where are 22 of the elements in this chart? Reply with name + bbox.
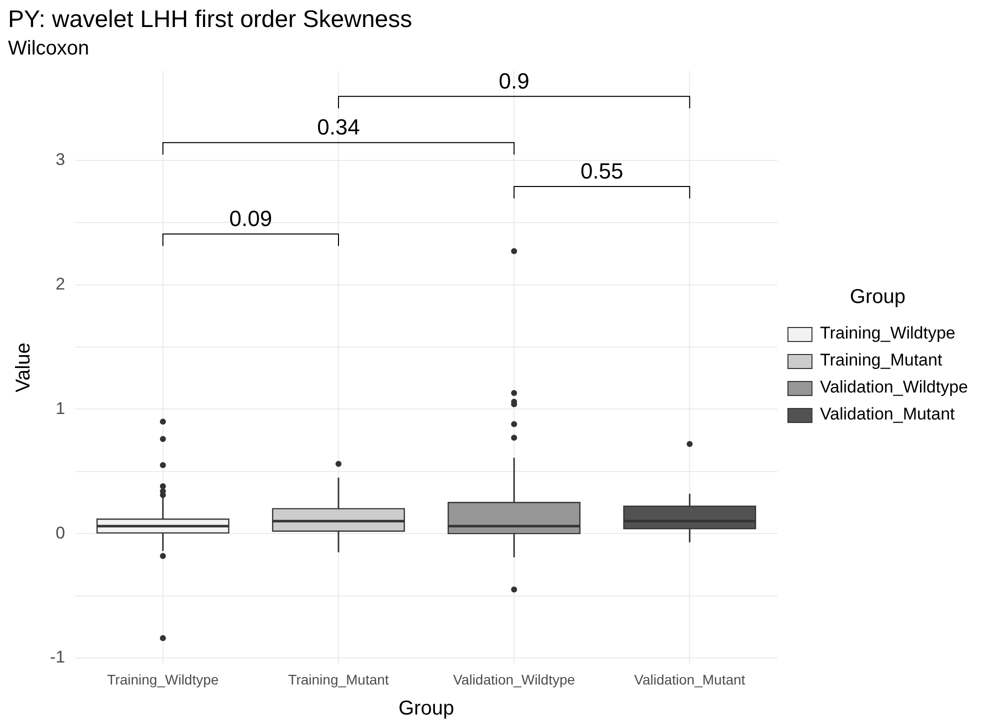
y-axis-title: Value	[12, 342, 35, 392]
annotation: 0.34	[317, 114, 360, 140]
legend-label: Validation_Wildtype	[820, 378, 968, 397]
legend-title: Group	[850, 286, 906, 308]
x-axis-title: Group	[398, 698, 454, 720]
y-tick-label: 2	[56, 274, 66, 294]
y-tick-label: 1	[56, 398, 66, 418]
x-tick-label: Training_Wildtype	[107, 671, 219, 688]
annotation: 0.9	[498, 68, 530, 94]
y-tick-label: 3	[56, 150, 66, 170]
annotation: 0.09	[229, 206, 272, 232]
y-tick-label: -1	[50, 648, 66, 667]
y-tick-label: 0	[56, 523, 66, 542]
legend-label: Training_Wildtype	[820, 324, 956, 343]
chart-title: PY: wavelet LHH first order Skewness	[8, 6, 412, 34]
legend-label: Training_Mutant	[820, 350, 942, 370]
legend-label: Validation_Mutant	[820, 404, 956, 424]
x-tick-label: Validation_Wildtype	[453, 671, 576, 688]
x-tick-label: Validation_Mutant	[634, 671, 746, 688]
x-tick-label: Training_Mutant	[288, 671, 389, 688]
annotation: 0.55	[580, 158, 624, 184]
chart-subtitle: Wilcoxon	[8, 37, 90, 60]
